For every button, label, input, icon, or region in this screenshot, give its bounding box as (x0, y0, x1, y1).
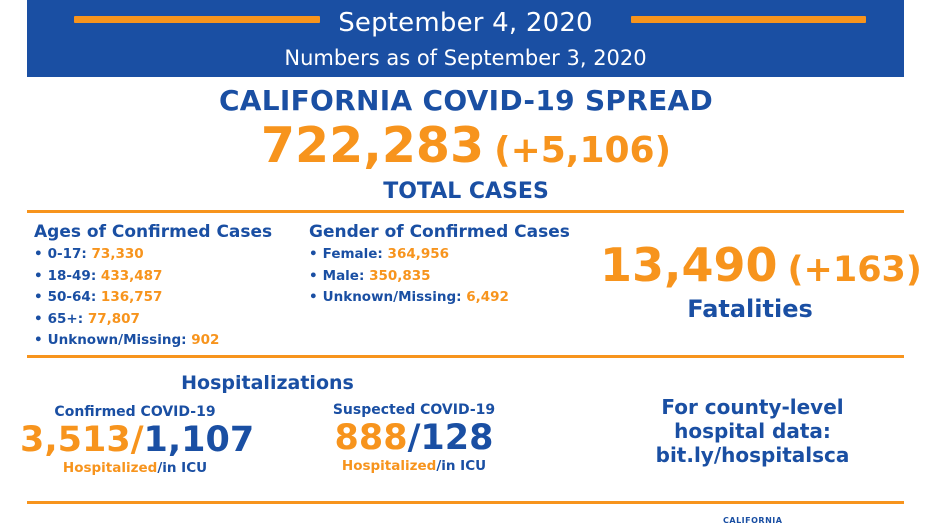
age-value: 136,757 (100, 289, 163, 305)
list-item: • 50-64: 136,757 (34, 287, 272, 309)
age-value: 73,330 (91, 246, 144, 262)
header-accent-line-left (74, 16, 320, 23)
ages-title: Ages of Confirmed Cases (34, 222, 273, 242)
confirmed-caption: Hospitalized/in ICU (20, 460, 250, 476)
age-label: Unknown/Missing: (47, 332, 187, 348)
california-logo: CALIFORNIA (723, 516, 783, 525)
fatalities-line: 13,490 (+163) (600, 238, 922, 292)
county-line-1: For county-level (661, 395, 844, 419)
bullet-icon: • (34, 310, 43, 327)
ages-section: Ages of Confirmed Cases • 0-17: 73,330 • 1… (34, 222, 272, 352)
total-cases-value: 722,283 (260, 117, 485, 174)
age-label: 0-17: (47, 246, 87, 262)
suspected-hospitalizations: Suspected COVID-19 888/128 Hospitalized/… (314, 402, 514, 474)
gender-list: • Female: 364,956 • Male: 350,835 • Unknown… (309, 244, 570, 309)
list-item: • Female: 364,956 (309, 244, 570, 266)
header-as-of: Numbers as of September 3, 2020 (284, 46, 647, 70)
hospitalizations-title: Hospitalizations (181, 372, 354, 394)
list-item: • 65+: 77,807 (34, 309, 272, 331)
header-date: September 4, 2020 (338, 8, 593, 38)
gender-label: Male: (322, 267, 365, 284)
divider-bottom (27, 501, 904, 504)
ages-list: • 0-17: 73,330 • 18-49: 433,487 • 50-64: 13… (34, 244, 272, 352)
bullet-icon: • (34, 267, 43, 284)
gender-value: 350,835 (369, 267, 431, 284)
confirmed-icu-value: 1,107 (143, 420, 255, 460)
county-line-2: hospital data: (674, 419, 831, 443)
age-label: 18-49: (47, 267, 97, 284)
divider-middle (27, 355, 904, 358)
list-item: • 18-49: 433,487 (34, 266, 272, 288)
bullet-icon: • (309, 289, 318, 305)
suspected-numbers: 888/128 (314, 418, 514, 458)
header-banner: September 4, 2020 Numbers as of Septembe… (27, 0, 904, 77)
county-link[interactable]: bit.ly/hospitalsca (655, 443, 850, 467)
bullet-icon: • (34, 332, 43, 348)
divider-top (27, 210, 904, 213)
spread-title: CALIFORNIA COVID-19 SPREAD (218, 84, 714, 117)
list-item: • Unknown/Missing: 902 (34, 330, 272, 352)
list-item: • 0-17: 73,330 (34, 244, 272, 266)
suspected-label: Suspected COVID-19 (332, 402, 496, 418)
confirmed-slash: / (130, 420, 144, 460)
total-cases-line: 722,283 (+5,106) (0, 117, 932, 174)
header-accent-line-right (631, 16, 866, 23)
age-label: 50-64: (47, 289, 97, 305)
fatalities-label: Fatalities (687, 295, 813, 323)
total-cases-label: TOTAL CASES (383, 179, 549, 204)
gender-value: 364,956 (387, 246, 450, 262)
confirmed-caption-hospitalized: Hospitalized (62, 460, 158, 476)
gender-label: Female: (322, 246, 383, 262)
bullet-icon: • (34, 246, 43, 262)
confirmed-hospitalizations: Confirmed COVID-19 3,513/1,107 Hospitali… (20, 404, 254, 476)
age-value: 902 (191, 332, 220, 348)
bullet-icon: • (309, 267, 318, 284)
suspected-slash: / (407, 418, 421, 458)
gender-section: Gender of Confirmed Cases • Female: 364,9… (309, 222, 570, 309)
bullet-icon: • (34, 289, 43, 305)
confirmed-numbers: 3,513/1,107 (20, 420, 254, 460)
suspected-caption-icu: /in ICU (436, 458, 487, 474)
fatalities-delta: (+163) (787, 250, 922, 290)
age-value: 77,807 (87, 310, 140, 327)
suspected-caption-hospitalized: Hospitalized (341, 458, 437, 474)
confirmed-caption-icu: /in ICU (157, 460, 208, 476)
total-cases-delta: (+5,106) (494, 130, 672, 171)
suspected-caption: Hospitalized/in ICU (314, 458, 514, 474)
suspected-icu-value: 128 (420, 418, 494, 458)
fatalities-value: 13,490 (600, 238, 778, 292)
confirmed-label: Confirmed COVID-19 (54, 404, 216, 420)
list-item: • Unknown/Missing: 6,492 (309, 287, 570, 309)
age-value: 433,487 (100, 267, 163, 284)
suspected-hospitalized-value: 888 (334, 418, 408, 458)
confirmed-hospitalized-value: 3,513 (20, 420, 131, 460)
county-info: For county-level hospital data: bit.ly/h… (630, 395, 875, 467)
list-item: • Male: 350,835 (309, 266, 570, 288)
gender-title: Gender of Confirmed Cases (309, 222, 570, 242)
gender-value: 6,492 (466, 289, 509, 305)
bullet-icon: • (309, 246, 318, 262)
gender-label: Unknown/Missing: (322, 289, 462, 305)
age-label: 65+: (47, 310, 84, 327)
